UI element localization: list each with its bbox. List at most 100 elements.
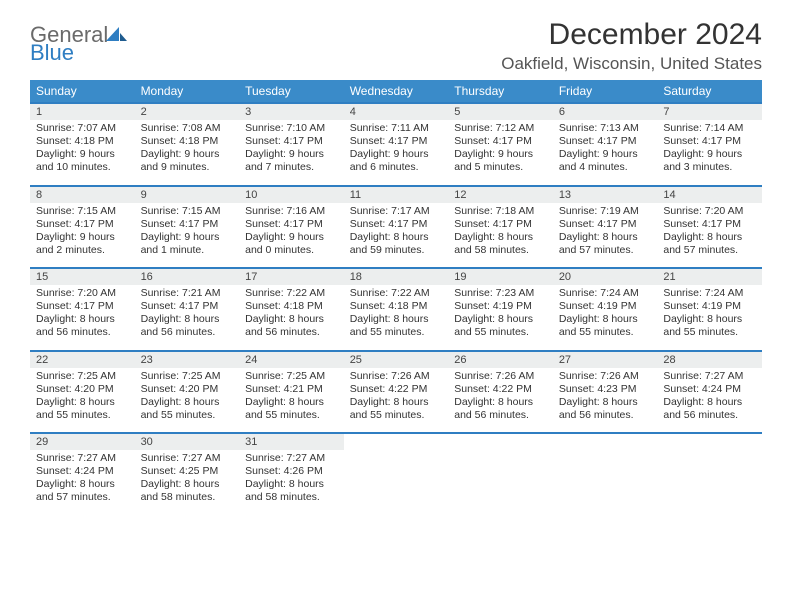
- sunset-line: Sunset: 4:22 PM: [350, 383, 428, 395]
- day-number: 27: [553, 352, 658, 368]
- brand-logo: General Blue: [30, 18, 128, 64]
- sunset-line: Sunset: 4:20 PM: [141, 383, 219, 395]
- daylight-line: Daylight: 9 hours and 1 minute.: [141, 231, 220, 256]
- daylight-line: Daylight: 9 hours and 6 minutes.: [350, 148, 429, 173]
- calendar-day-cell: 18Sunrise: 7:22 AMSunset: 4:18 PMDayligh…: [344, 268, 449, 351]
- sunset-line: Sunset: 4:17 PM: [663, 135, 741, 147]
- day-number: 22: [30, 352, 135, 368]
- day-number: 10: [239, 187, 344, 203]
- day-details: Sunrise: 7:15 AMSunset: 4:17 PMDaylight:…: [30, 203, 135, 268]
- calendar-day-cell: 6Sunrise: 7:13 AMSunset: 4:17 PMDaylight…: [553, 103, 658, 186]
- day-details: Sunrise: 7:13 AMSunset: 4:17 PMDaylight:…: [553, 120, 658, 185]
- sunset-line: Sunset: 4:18 PM: [36, 135, 114, 147]
- day-details: Sunrise: 7:22 AMSunset: 4:18 PMDaylight:…: [239, 285, 344, 350]
- daylight-line: Daylight: 8 hours and 57 minutes.: [36, 478, 115, 503]
- daylight-line: Daylight: 8 hours and 56 minutes.: [663, 396, 742, 421]
- calendar-day-cell: 10 Sunrise: 7:16 AMSunset: 4:17 PMDayligh…: [239, 186, 344, 269]
- page-header: General Blue December 2024 Oakfield, Wis…: [30, 18, 762, 74]
- calendar-week-row: 1Sunrise: 7:07 AMSunset: 4:18 PMDaylight…: [30, 103, 762, 186]
- daylight-line: Daylight: 8 hours and 55 minutes.: [350, 313, 429, 338]
- day-number: 14: [657, 187, 762, 203]
- sunrise-line: Sunrise: 7:26 AM: [454, 370, 534, 382]
- daylight-line: Daylight: 8 hours and 59 minutes.: [350, 231, 429, 256]
- day-number: 24: [239, 352, 344, 368]
- sunset-line: Sunset: 4:19 PM: [454, 300, 532, 312]
- daylight-line: Daylight: 9 hours and 0 minutes.: [245, 231, 324, 256]
- calendar-day-cell: 14Sunrise: 7:20 AMSunset: 4:17 PMDayligh…: [657, 186, 762, 269]
- sunset-line: Sunset: 4:23 PM: [559, 383, 637, 395]
- daylight-line: Daylight: 8 hours and 55 minutes.: [663, 313, 742, 338]
- day-details: Sunrise: 7:26 AMSunset: 4:23 PMDaylight:…: [553, 368, 658, 433]
- sunset-line: Sunset: 4:17 PM: [245, 218, 323, 230]
- day-details: Sunrise: 7:25 AMSunset: 4:21 PMDaylight:…: [239, 368, 344, 433]
- weekday-header: Tuesday: [239, 80, 344, 103]
- sunrise-line: Sunrise: 7:23 AM: [454, 287, 534, 299]
- sunset-line: Sunset: 4:17 PM: [141, 218, 219, 230]
- sunrise-line: Sunrise: 7:19 AM: [559, 205, 639, 217]
- day-number: 6: [553, 104, 658, 120]
- sunrise-line: Sunrise: 7:17 AM: [350, 205, 430, 217]
- sunset-line: Sunset: 4:19 PM: [663, 300, 741, 312]
- sunset-line: Sunset: 4:17 PM: [141, 300, 219, 312]
- day-details: Sunrise: 7:27 AMSunset: 4:25 PMDaylight:…: [135, 450, 240, 515]
- calendar-day-cell: 19Sunrise: 7:23 AMSunset: 4:19 PMDayligh…: [448, 268, 553, 351]
- weekday-header: Thursday: [448, 80, 553, 103]
- day-number: 12: [448, 187, 553, 203]
- sunrise-line: Sunrise: 7:27 AM: [245, 452, 325, 464]
- sunset-line: Sunset: 4:24 PM: [36, 465, 114, 477]
- day-number: 25: [344, 352, 449, 368]
- day-number: 19: [448, 269, 553, 285]
- day-details: Sunrise: 7:14 AMSunset: 4:17 PMDaylight:…: [657, 120, 762, 185]
- day-details: Sunrise: 7:19 AMSunset: 4:17 PMDaylight:…: [553, 203, 658, 268]
- day-details: Sunrise: 7:15 AMSunset: 4:17 PMDaylight:…: [135, 203, 240, 268]
- day-number: 16: [135, 269, 240, 285]
- day-details: Sunrise: 7:27 AMSunset: 4:24 PMDaylight:…: [657, 368, 762, 433]
- calendar-week-row: 29Sunrise: 7:27 AMSunset: 4:24 PMDayligh…: [30, 433, 762, 515]
- sunset-line: Sunset: 4:19 PM: [559, 300, 637, 312]
- sunrise-line: Sunrise: 7:16 AM: [245, 205, 325, 217]
- daylight-line: Daylight: 8 hours and 56 minutes.: [559, 396, 638, 421]
- calendar-day-cell: 7Sunrise: 7:14 AMSunset: 4:17 PMDaylight…: [657, 103, 762, 186]
- day-number: 31: [239, 434, 344, 450]
- sunrise-line: Sunrise: 7:22 AM: [350, 287, 430, 299]
- day-number: 5: [448, 104, 553, 120]
- calendar-day-cell: ..: [657, 433, 762, 515]
- day-details: Sunrise: 7:10 AMSunset: 4:17 PMDaylight:…: [239, 120, 344, 185]
- sunset-line: Sunset: 4:17 PM: [559, 218, 637, 230]
- sunset-line: Sunset: 4:17 PM: [36, 218, 114, 230]
- sunset-line: Sunset: 4:18 PM: [350, 300, 428, 312]
- day-details: Sunrise: 7:07 AMSunset: 4:18 PMDaylight:…: [30, 120, 135, 185]
- day-details: Sunrise: 7:26 AMSunset: 4:22 PMDaylight:…: [448, 368, 553, 433]
- sunrise-line: Sunrise: 7:07 AM: [36, 122, 116, 134]
- day-details: Sunrise: 7:20 AMSunset: 4:17 PMDaylight:…: [657, 203, 762, 268]
- day-details: Sunrise: 7:24 AMSunset: 4:19 PMDaylight:…: [657, 285, 762, 350]
- sunrise-line: Sunrise: 7:18 AM: [454, 205, 534, 217]
- daylight-line: Daylight: 8 hours and 56 minutes.: [141, 313, 220, 338]
- day-number: 21: [657, 269, 762, 285]
- weekday-header: Saturday: [657, 80, 762, 103]
- calendar-day-cell: 26Sunrise: 7:26 AMSunset: 4:22 PMDayligh…: [448, 351, 553, 434]
- calendar-week-row: 15Sunrise: 7:20 AMSunset: 4:17 PMDayligh…: [30, 268, 762, 351]
- sunrise-line: Sunrise: 7:08 AM: [141, 122, 221, 134]
- sunset-line: Sunset: 4:18 PM: [141, 135, 219, 147]
- calendar-day-cell: 30Sunrise: 7:27 AMSunset: 4:25 PMDayligh…: [135, 433, 240, 515]
- day-details: Sunrise: 7:12 AMSunset: 4:17 PMDaylight:…: [448, 120, 553, 185]
- sunrise-line: Sunrise: 7:27 AM: [141, 452, 221, 464]
- day-number: 8: [30, 187, 135, 203]
- sunrise-line: Sunrise: 7:21 AM: [141, 287, 221, 299]
- day-details: Sunrise: 7:21 AMSunset: 4:17 PMDaylight:…: [135, 285, 240, 350]
- sunset-line: Sunset: 4:24 PM: [663, 383, 741, 395]
- sunrise-line: Sunrise: 7:13 AM: [559, 122, 639, 134]
- daylight-line: Daylight: 9 hours and 2 minutes.: [36, 231, 115, 256]
- calendar-page: General Blue December 2024 Oakfield, Wis…: [0, 0, 792, 535]
- calendar-day-cell: 4Sunrise: 7:11 AMSunset: 4:17 PMDaylight…: [344, 103, 449, 186]
- calendar-day-cell: 9Sunrise: 7:15 AMSunset: 4:17 PMDaylight…: [135, 186, 240, 269]
- daylight-line: Daylight: 8 hours and 56 minutes.: [454, 396, 533, 421]
- calendar-day-cell: 27Sunrise: 7:26 AMSunset: 4:23 PMDayligh…: [553, 351, 658, 434]
- day-details: Sunrise: 7:22 AMSunset: 4:18 PMDaylight:…: [344, 285, 449, 350]
- sunrise-line: Sunrise: 7:25 AM: [245, 370, 325, 382]
- daylight-line: Daylight: 9 hours and 5 minutes.: [454, 148, 533, 173]
- daylight-line: Daylight: 8 hours and 56 minutes.: [36, 313, 115, 338]
- calendar-day-cell: ..: [448, 433, 553, 515]
- sunset-line: Sunset: 4:25 PM: [141, 465, 219, 477]
